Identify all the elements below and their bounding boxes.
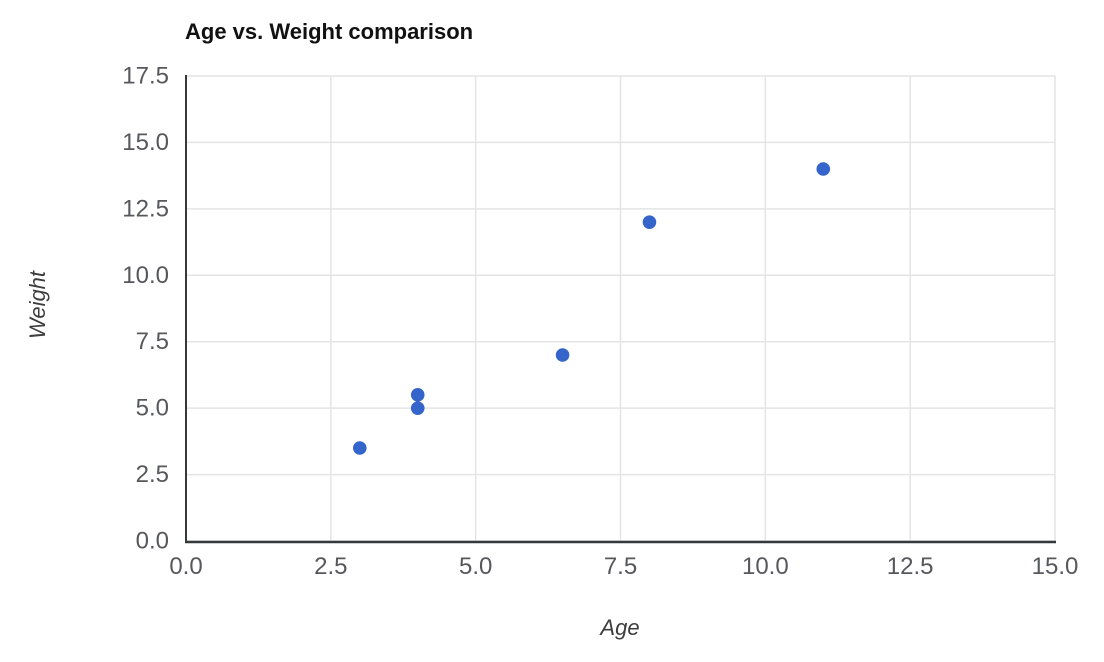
data-point (353, 441, 367, 455)
y-tick-label: 10.0 (122, 262, 169, 289)
x-tick-label: 10.0 (742, 553, 789, 580)
data-point (555, 348, 570, 362)
y-tick-label: 7.5 (136, 328, 169, 355)
x-tick-label: 12.5 (887, 553, 934, 580)
data-point (816, 162, 831, 176)
data-point (410, 388, 425, 402)
y-tick-label: 12.5 (122, 195, 169, 222)
y-tick-label: 0.0 (136, 528, 169, 555)
y-tick-label: 15.0 (122, 129, 169, 156)
x-tick-label: 15.0 (1032, 553, 1079, 580)
x-tick-label: 2.5 (314, 553, 347, 580)
data-point (410, 401, 425, 415)
y-tick-label: 2.5 (136, 461, 169, 488)
x-tick-label: 0.0 (169, 553, 202, 580)
y-tick-label: 17.5 (122, 63, 169, 90)
chart-title: Age vs. Weight comparison (185, 19, 474, 44)
data-point (642, 215, 657, 229)
x-tick-label: 5.0 (459, 553, 492, 580)
x-tick-label: 7.5 (604, 553, 637, 580)
x-axis-label: Age (600, 615, 640, 640)
y-tick-label: 5.0 (136, 395, 169, 422)
